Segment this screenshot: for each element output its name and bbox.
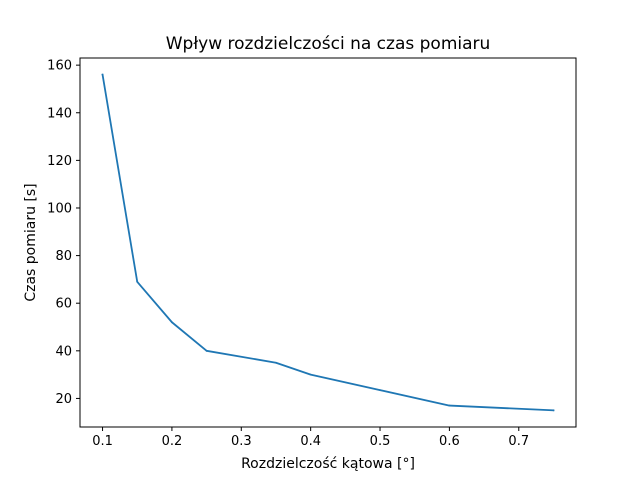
y-tick-label: 160	[47, 59, 72, 74]
x-tick-label: 0.4	[300, 434, 321, 449]
data-point	[101, 73, 104, 76]
y-tick-label: 120	[47, 154, 72, 169]
x-tick-label: 0.3	[231, 434, 252, 449]
x-tick-label: 0.7	[508, 434, 529, 449]
series-line	[101, 73, 555, 412]
y-tick-label: 60	[55, 297, 72, 312]
data-point	[205, 349, 208, 352]
plot-frame	[79, 57, 577, 428]
x-tick-label: 0.2	[162, 434, 183, 449]
y-tick-label: 140	[47, 106, 72, 121]
data-point	[171, 321, 173, 324]
y-axis-label: Czas pomiaru [s]	[23, 183, 39, 301]
x-tick-label: 0.6	[439, 434, 460, 449]
y-tick-label: 40	[55, 344, 72, 359]
data-point	[136, 280, 139, 283]
data-point	[448, 404, 451, 407]
data-point	[552, 409, 555, 412]
x-tick-label: 0.5	[370, 434, 391, 449]
x-axis-label: Rozdzielczość kątowa [°]	[241, 456, 415, 472]
y-axis-ticks: 20 40 60 80 100 120 140 160	[47, 59, 80, 407]
plot-area: 0.1 0.2 0.3 0.4 0.5 0.6 0.7 20 40 60 80 100 120 140 1…	[47, 57, 577, 449]
chart-title: Wpływ rozdzielczości na czas pomiaru	[166, 34, 491, 54]
x-tick-label: 0.1	[92, 434, 113, 449]
x-axis-ticks: 0.1 0.2 0.3 0.4 0.5 0.6 0.7	[92, 427, 529, 449]
y-tick-label: 80	[55, 249, 72, 264]
data-point	[379, 389, 381, 391]
y-tick-label: 100	[47, 201, 72, 216]
data-point	[275, 361, 277, 364]
series-layer	[101, 73, 555, 412]
y-tick-label: 20	[55, 392, 72, 407]
data-point	[309, 373, 312, 376]
